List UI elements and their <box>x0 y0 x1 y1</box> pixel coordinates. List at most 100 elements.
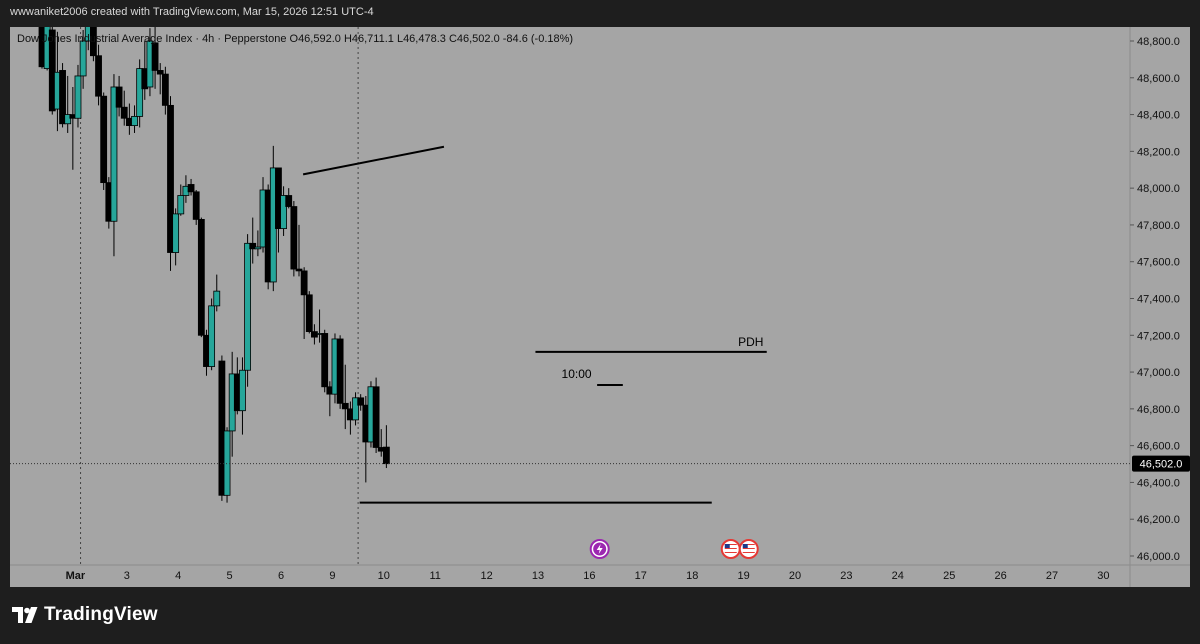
candle-body-down <box>300 270 308 296</box>
candle-body-up <box>79 40 87 77</box>
us-flag-icon <box>724 544 730 548</box>
candle-body-up <box>131 116 138 127</box>
us-flag-stripe <box>742 546 755 547</box>
candle-body-up <box>280 195 287 230</box>
candle-body-down <box>115 86 123 108</box>
us-flag-stripe <box>742 544 755 545</box>
candle-body-down <box>100 95 108 184</box>
x-tick-label: 19 <box>737 570 749 582</box>
candle-body-down <box>336 338 344 404</box>
candle-body-down <box>341 402 349 410</box>
x-tick-label: 24 <box>892 570 904 582</box>
x-tick-label: 17 <box>635 570 647 582</box>
tradingview-logo: TradingView <box>12 604 158 626</box>
candle-body-up <box>110 86 118 222</box>
y-tick-label: 48,000.0 <box>1137 183 1180 195</box>
candle-body-down <box>90 27 97 57</box>
x-tick-label: 9 <box>329 570 335 582</box>
candles-group: PDH 10:00 <box>10 27 1130 504</box>
y-tick-label: 46,000.0 <box>1137 551 1180 563</box>
candle-body-down <box>218 360 226 496</box>
attribution-header: wwwaniket2006 created with TradingView.c… <box>10 6 374 18</box>
candle-body-down <box>187 184 195 193</box>
x-tick-label: 23 <box>840 570 852 582</box>
candle-body-down <box>295 268 303 272</box>
x-tick-label: 27 <box>1046 570 1058 582</box>
x-tick-label: 30 <box>1097 570 1109 582</box>
us-flag-stripe <box>742 550 755 551</box>
chart-frame[interactable] <box>10 27 1190 587</box>
x-tick-label: 12 <box>480 570 492 582</box>
candle-body-down <box>59 70 66 125</box>
pdh-label: PDH <box>738 335 763 349</box>
y-tick-label: 47,200.0 <box>1137 330 1180 342</box>
us-flag-stripe <box>724 544 737 545</box>
y-tick-label: 48,800.0 <box>1137 36 1180 48</box>
candle-body-down <box>382 446 390 465</box>
candle-body-down <box>249 242 257 250</box>
last-price-badge <box>1132 455 1190 472</box>
y-tick-label: 48,400.0 <box>1137 110 1180 122</box>
x-tick-label: 25 <box>943 570 955 582</box>
candle-body-down <box>197 219 205 336</box>
candle-body-up <box>223 430 231 496</box>
us-flag-stripe <box>724 546 737 547</box>
x-tick-label: 26 <box>994 570 1006 582</box>
y-tick-label: 47,600.0 <box>1137 257 1180 269</box>
candle-body-down <box>161 73 169 106</box>
y-tick-label: 46,800.0 <box>1137 404 1180 416</box>
candle-body-down <box>290 206 298 270</box>
candle-body-down <box>48 29 56 112</box>
candle-body-down <box>305 294 313 333</box>
time-annotation-label: 10:00 <box>562 367 592 381</box>
us-flag-stripe <box>742 548 755 549</box>
candle-body-up <box>74 75 82 119</box>
candle-body-up <box>172 213 180 253</box>
candle-body-down <box>95 55 102 97</box>
x-tick-label: 5 <box>227 570 233 582</box>
x-tick-label: Mar <box>66 570 86 582</box>
candle-body-down <box>156 70 164 75</box>
us-flag-stripe <box>742 552 755 553</box>
y-tick-label: 47,000.0 <box>1137 367 1180 379</box>
x-tick-label: 10 <box>378 570 390 582</box>
candle-body-down <box>321 333 329 388</box>
x-tick-label: 16 <box>583 570 595 582</box>
candle-body-up <box>136 68 144 117</box>
y-tick-label: 46,200.0 <box>1137 514 1180 526</box>
tradingview-logo-icon <box>12 607 38 623</box>
candle-body-down <box>357 397 365 406</box>
candle-body-up <box>244 242 252 371</box>
candle-body-up <box>352 397 359 421</box>
symbol-info-line: Dow Jones Industrial Average Index · 4h … <box>17 33 574 45</box>
x-tick-label: 6 <box>278 570 284 582</box>
candle-body-up <box>64 114 72 125</box>
candle-body-down <box>192 191 200 220</box>
candle-body-up <box>208 305 216 367</box>
x-tick-label: 13 <box>532 570 544 582</box>
candle-body-up <box>213 290 221 307</box>
x-tick-label: 3 <box>124 570 130 582</box>
x-tick-label: 18 <box>686 570 698 582</box>
candle-body-down <box>285 195 293 207</box>
candle-body-down <box>151 42 159 71</box>
y-tick-label: 48,200.0 <box>1137 146 1180 158</box>
tradingview-logo-text: TradingView <box>44 604 158 625</box>
y-tick-label: 48,600.0 <box>1137 73 1180 85</box>
candle-body-up <box>177 195 185 215</box>
candle-body-up <box>254 246 262 250</box>
trendline-drawing <box>302 145 445 176</box>
y-tick-label: 47,400.0 <box>1137 294 1180 306</box>
x-tick-label: 4 <box>175 570 181 582</box>
candle-body-down <box>167 104 174 253</box>
x-tick-label: 11 <box>429 570 440 582</box>
y-tick-label: 46,600.0 <box>1137 441 1180 453</box>
last-price-label: 46,502.0 <box>1140 459 1183 471</box>
candle-body-down <box>120 106 128 119</box>
us-flag-icon <box>742 544 748 548</box>
x-tick-label: 20 <box>789 570 801 582</box>
y-tick-label: 47,800.0 <box>1137 220 1180 232</box>
us-flag-stripe <box>724 550 737 551</box>
y-tick-label: 46,400.0 <box>1137 477 1180 489</box>
